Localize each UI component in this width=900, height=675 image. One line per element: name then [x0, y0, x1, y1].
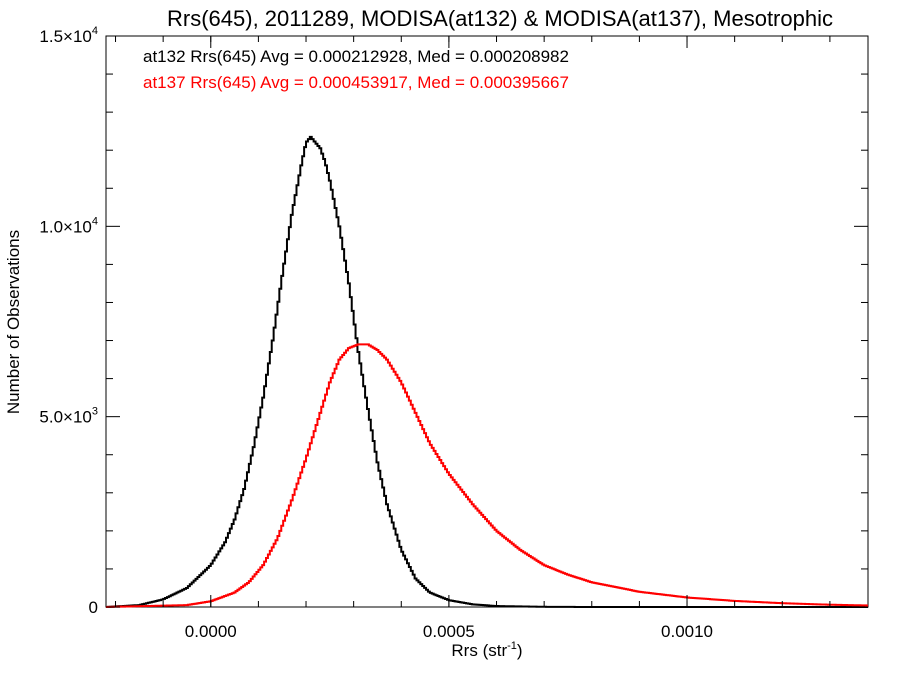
series-2-line: [106, 343, 868, 608]
plot-area: 0.0000 0.0005 0.0010 0 5.0×103 1.0×104 1.5×10…: [39, 25, 869, 641]
x-tick-label: 0.0010: [661, 622, 713, 641]
annotation-layer: at132 Rrs(645) Avg = 0.000212928, Med = …: [143, 47, 569, 92]
y-axis-ticks: 0 5.0×103 1.0×104 1.5×104: [39, 25, 868, 617]
y-tick-label: 1.0×104: [39, 215, 98, 236]
x-axis-ticks: 0.0000 0.0005 0.0010: [115, 36, 831, 641]
annotation-2: at137 Rrs(645) Avg = 0.000453917, Med = …: [143, 73, 569, 92]
y-tick-label: 1.5×104: [39, 25, 98, 46]
x-tick-label: 0.0005: [423, 622, 475, 641]
plot-frame: [105, 35, 869, 608]
y-tick-label: 5.0×103: [39, 406, 98, 427]
chart-title: Rrs(645), 2011289, MODISA(at132) & MODIS…: [167, 6, 833, 31]
y-axis-label: Number of Observations: [4, 230, 23, 414]
x-tick-label: 0.0000: [185, 622, 237, 641]
series-1-line: [106, 135, 868, 608]
y-tick-label: 0: [89, 598, 98, 617]
series-layer: [106, 135, 868, 608]
annotation-1: at132 Rrs(645) Avg = 0.000212928, Med = …: [143, 47, 569, 66]
x-axis-label: Rrs (str-1): [451, 640, 522, 660]
